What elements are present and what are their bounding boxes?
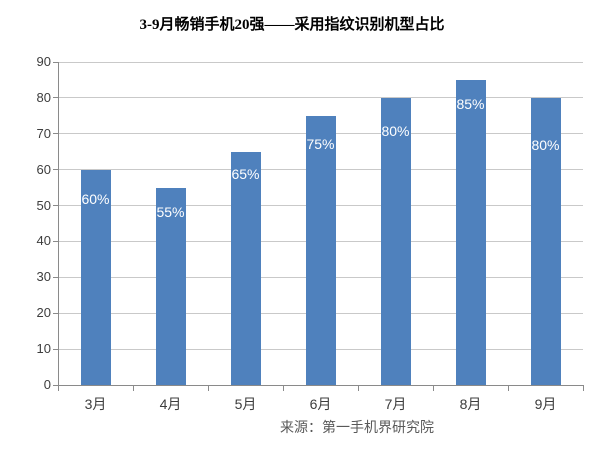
y-axis-tick-label: 90 xyxy=(36,54,51,69)
y-axis-tick xyxy=(53,133,58,135)
y-axis-tick-label: 70 xyxy=(36,125,51,141)
y-axis-tick xyxy=(53,276,58,278)
x-axis-line xyxy=(58,385,584,386)
y-axis-tick-label: 40 xyxy=(36,233,51,249)
y-axis-tick-label: 80 xyxy=(36,89,51,105)
x-axis-tick xyxy=(508,386,509,391)
bar-5月 xyxy=(230,151,261,385)
y-axis-tick xyxy=(53,61,58,63)
gridline xyxy=(58,61,583,63)
y-axis-tick xyxy=(53,384,58,386)
x-axis-tick-label: 8月 xyxy=(459,396,482,412)
y-axis-tick-label: 60 xyxy=(36,161,51,177)
bar-data-label: 75% xyxy=(306,135,335,152)
bar-3月 xyxy=(80,169,111,385)
y-axis-tick-label: 0 xyxy=(43,377,51,392)
x-axis-tick-label: 6月 xyxy=(309,396,332,412)
y-axis-tick-label: 10 xyxy=(36,341,51,357)
source-caption: 来源：第一手机界研究院 xyxy=(280,419,434,435)
y-axis-line xyxy=(58,62,59,385)
bar-6月 xyxy=(305,115,336,385)
x-axis-tick xyxy=(583,386,584,391)
bar-data-label: 65% xyxy=(231,165,260,182)
x-axis-tick xyxy=(283,386,284,391)
bar-4月 xyxy=(155,187,186,385)
y-axis-tick xyxy=(53,240,58,242)
bar-7月 xyxy=(380,97,411,385)
chart-title: 3-9月畅销手机20强——采用指纹识别机型占比 xyxy=(139,17,445,33)
x-axis-tick xyxy=(433,386,434,391)
bar-8月 xyxy=(455,79,486,385)
bar-data-label: 85% xyxy=(456,95,485,112)
y-axis-tick xyxy=(53,205,58,207)
y-axis-tick xyxy=(53,169,58,171)
bar-data-label: 80% xyxy=(381,122,410,139)
y-axis-tick-label: 20 xyxy=(36,305,51,321)
x-axis-tick xyxy=(133,386,134,391)
gridline xyxy=(58,97,583,99)
y-axis-tick-label: 30 xyxy=(36,269,51,285)
x-axis-tick xyxy=(358,386,359,391)
bar-9月 xyxy=(530,97,561,385)
x-axis-tick-label: 5月 xyxy=(234,396,257,412)
x-axis-tick-label: 3月 xyxy=(84,396,107,412)
x-axis-tick-label: 9月 xyxy=(534,396,557,412)
bar-data-label: 80% xyxy=(531,136,560,153)
y-axis-tick xyxy=(53,312,58,314)
y-axis-tick-label: 50 xyxy=(36,197,51,213)
y-axis-tick xyxy=(53,348,58,350)
x-axis-tick xyxy=(208,386,209,391)
x-axis-tick xyxy=(58,386,59,391)
x-axis-tick-label: 4月 xyxy=(159,396,182,412)
bar-data-label: 60% xyxy=(81,190,110,207)
bar-data-label: 55% xyxy=(156,203,185,220)
x-axis-tick-label: 7月 xyxy=(384,396,407,412)
y-axis-tick xyxy=(53,97,58,99)
